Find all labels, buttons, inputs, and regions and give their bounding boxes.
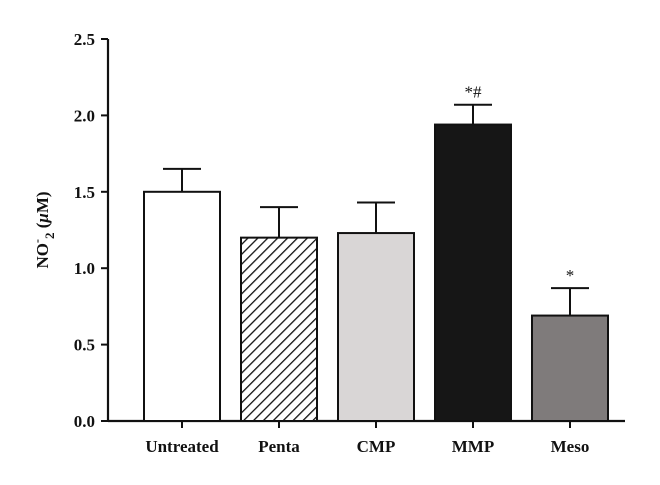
y-tick-label: 0.5 xyxy=(74,336,95,355)
labels: Untreated Penta CMP MMP *# Meso * xyxy=(145,83,589,456)
y-tick-label: 2.5 xyxy=(74,30,95,49)
x-tick-label: Meso xyxy=(551,437,590,456)
y-tick-label: 1.0 xyxy=(74,259,95,278)
x-tick-label: Penta xyxy=(258,437,300,456)
x-tick-label: MMP xyxy=(452,437,494,456)
y-tick-label: 0.0 xyxy=(74,412,95,431)
bar-penta xyxy=(240,236,318,422)
significance-annotation: * xyxy=(566,266,575,285)
bar-mmp xyxy=(434,123,512,423)
y-tick-label: 2.0 xyxy=(74,106,95,125)
bars xyxy=(143,103,609,423)
y-tick-label: 1.5 xyxy=(74,183,95,202)
x-tick-label: CMP xyxy=(357,437,396,456)
bar-meso xyxy=(531,314,609,422)
y-axis-label: NO-2 (μM) xyxy=(30,191,57,268)
x-tick-label: Untreated xyxy=(145,437,219,456)
significance-annotation: *# xyxy=(465,83,483,102)
bar-untreated xyxy=(143,190,221,422)
bar-cmp xyxy=(337,232,415,422)
